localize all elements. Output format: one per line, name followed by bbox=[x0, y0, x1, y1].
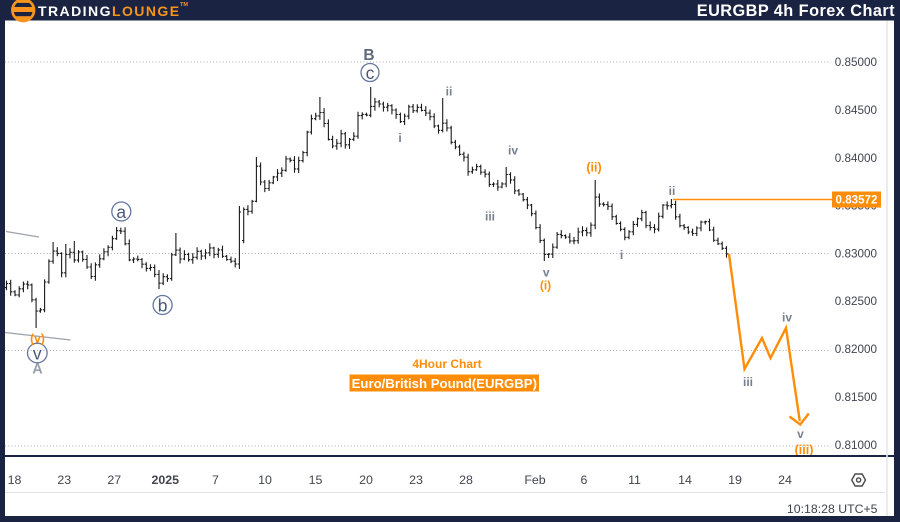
svg-text:27: 27 bbox=[107, 473, 121, 487]
svg-text:19: 19 bbox=[728, 473, 742, 487]
svg-text:10: 10 bbox=[258, 473, 272, 487]
svg-text:0.83572: 0.83572 bbox=[836, 194, 878, 207]
svg-text:i: i bbox=[398, 131, 401, 145]
svg-text:0.83000: 0.83000 bbox=[835, 248, 878, 261]
svg-text:Feb: Feb bbox=[524, 473, 545, 487]
svg-text:20: 20 bbox=[359, 473, 373, 487]
svg-text:0.84000: 0.84000 bbox=[835, 152, 878, 165]
svg-text:(i): (i) bbox=[540, 279, 551, 293]
svg-text:11: 11 bbox=[628, 473, 641, 487]
svg-text:0.85000: 0.85000 bbox=[835, 56, 878, 69]
svg-text:(iii): (iii) bbox=[795, 443, 814, 457]
svg-text:18: 18 bbox=[8, 473, 22, 487]
svg-text:TM: TM bbox=[180, 2, 188, 8]
svg-text:23: 23 bbox=[57, 473, 71, 487]
svg-text:4Hour Chart: 4Hour Chart bbox=[412, 357, 481, 371]
svg-text:iv: iv bbox=[782, 311, 792, 325]
svg-text:iii: iii bbox=[743, 375, 753, 389]
svg-text:0.81000: 0.81000 bbox=[835, 439, 878, 452]
svg-text:a: a bbox=[116, 202, 126, 222]
svg-text:0.84500: 0.84500 bbox=[835, 104, 878, 117]
svg-text:15: 15 bbox=[309, 473, 323, 487]
svg-text:TRADINGLOUNGE: TRADINGLOUNGE bbox=[38, 3, 181, 19]
svg-text:14: 14 bbox=[678, 473, 692, 487]
svg-text:iii: iii bbox=[485, 210, 495, 224]
svg-text:Euro/British Pound(EURGBP): Euro/British Pound(EURGBP) bbox=[352, 376, 537, 391]
svg-text:24: 24 bbox=[778, 473, 792, 487]
svg-text:v: v bbox=[543, 265, 550, 279]
svg-text:v: v bbox=[33, 344, 42, 364]
svg-text:(v): (v) bbox=[30, 332, 45, 346]
svg-text:A: A bbox=[32, 361, 43, 377]
svg-text:28: 28 bbox=[459, 473, 473, 487]
svg-text:v: v bbox=[797, 427, 804, 441]
svg-text:0.82500: 0.82500 bbox=[835, 295, 878, 308]
svg-text:ii: ii bbox=[446, 85, 453, 99]
svg-text:0.81500: 0.81500 bbox=[835, 391, 878, 404]
svg-text:B: B bbox=[363, 47, 374, 64]
svg-text:(ii): (ii) bbox=[586, 161, 601, 175]
svg-text:c: c bbox=[366, 63, 375, 83]
svg-text:2025: 2025 bbox=[152, 473, 180, 487]
svg-text:i: i bbox=[620, 248, 623, 262]
svg-text:7: 7 bbox=[212, 473, 219, 487]
svg-text:iv: iv bbox=[508, 144, 518, 158]
svg-text:0.82000: 0.82000 bbox=[835, 343, 878, 356]
svg-text:ii: ii bbox=[669, 184, 676, 198]
svg-text:23: 23 bbox=[409, 473, 423, 487]
svg-text:b: b bbox=[158, 296, 168, 316]
svg-text:6: 6 bbox=[581, 473, 588, 487]
svg-text:EURGBP 4h Forex Chart: EURGBP 4h Forex Chart bbox=[697, 2, 895, 20]
svg-text:10:18:28 UTC+5: 10:18:28 UTC+5 bbox=[787, 502, 878, 516]
